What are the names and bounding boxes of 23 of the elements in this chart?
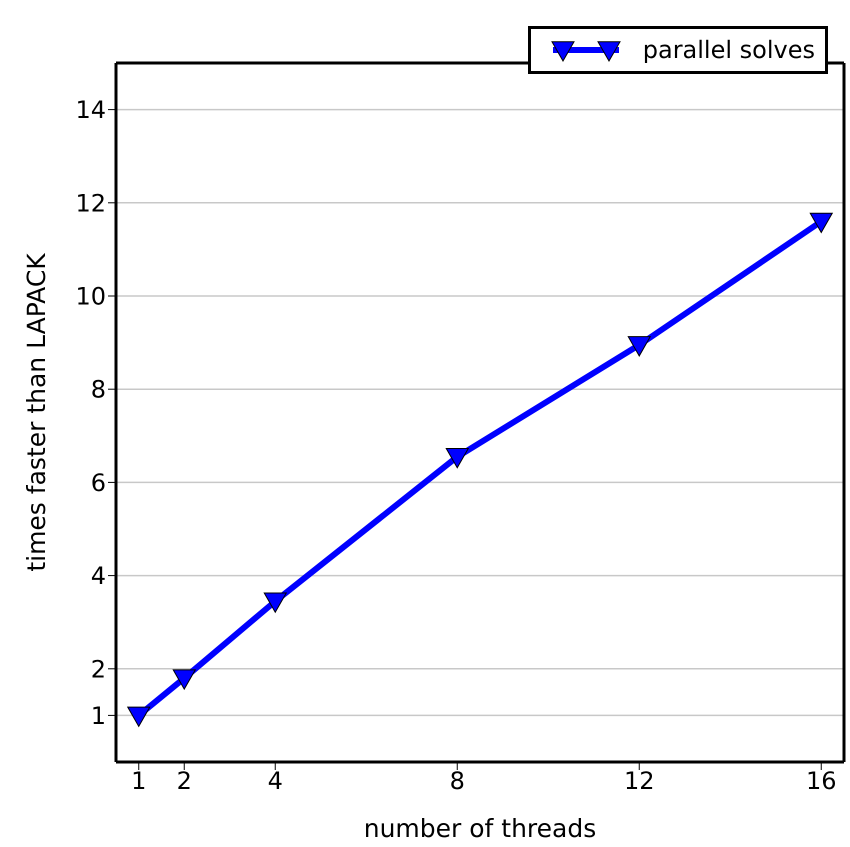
y-tick-label: 10 <box>75 282 106 311</box>
point <box>810 212 833 233</box>
point <box>628 336 651 356</box>
y-tick-label: 6 <box>90 468 106 497</box>
x-tick-label: 2 <box>176 767 192 796</box>
x-tick-label: 1 <box>131 767 146 796</box>
x-tick-label: 12 <box>624 767 655 796</box>
point <box>446 448 469 468</box>
y-tick-label: 14 <box>75 96 106 124</box>
x-axis-title: number of threads <box>364 814 596 843</box>
y-tick-label: 2 <box>90 655 106 684</box>
y-tick-label: 8 <box>90 376 106 404</box>
y-tick-label: 4 <box>90 562 106 590</box>
point <box>172 669 196 690</box>
point <box>264 592 287 613</box>
x-tick-label: 16 <box>806 767 837 796</box>
x-tick-label: 4 <box>268 767 283 796</box>
y-tick-label: 12 <box>75 189 106 218</box>
y-tick-label: 1 <box>90 702 106 730</box>
point <box>127 706 150 727</box>
y-axis-title: times faster than LAPACK <box>22 252 51 572</box>
legend-label: parallel solves <box>642 36 815 64</box>
x-tick-label: 8 <box>450 767 465 796</box>
